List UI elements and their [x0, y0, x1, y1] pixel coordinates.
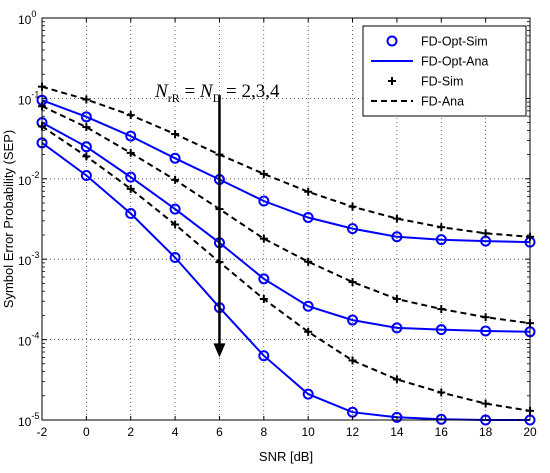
fd-sim-marker [348, 278, 357, 287]
fd-sim-marker [437, 223, 446, 232]
legend-item: FD-Opt-Ana [371, 55, 488, 69]
fd-sim-marker [126, 184, 135, 193]
fd-opt-ana-line [41, 141, 530, 421]
fd-sim-marker [348, 356, 357, 365]
x-tick-label: 4 [172, 425, 179, 439]
fd-opt-sim-marker [80, 169, 92, 181]
fd-sim-marker [392, 294, 401, 303]
y-axis-label: Symbol Error Probability (SEP) [1, 130, 16, 308]
legend-item: FD-Sim [388, 75, 463, 89]
x-tick-label: 16 [435, 425, 449, 439]
x-tick-label: 0 [83, 425, 90, 439]
x-tick-label: 2 [127, 425, 134, 439]
legend-item: FD-Opt-Sim [386, 35, 488, 49]
annotation-label: NrR = ND = 2,3,4 [154, 81, 280, 105]
fd-sim-marker [259, 169, 268, 178]
fd-opt-sim-marker [391, 231, 403, 243]
fd-sim-marker [304, 257, 313, 266]
fd-opt-sim-marker [125, 208, 137, 220]
fd-opt-sim-marker [169, 203, 181, 215]
fd-sim-marker [392, 214, 401, 223]
x-tick-label: 10 [302, 425, 316, 439]
fd-opt-sim-marker [391, 411, 403, 423]
x-tick-label: 18 [479, 425, 493, 439]
fd-opt-sim-marker [302, 300, 314, 312]
fd-sim-marker [481, 399, 490, 408]
fd-sim-marker [171, 130, 180, 139]
y-tick-label: 100 [18, 9, 36, 27]
fd-opt-sim-marker [169, 152, 181, 164]
legend-label: FD-Opt-Ana [421, 55, 488, 69]
fd-opt-sim-marker [258, 350, 270, 362]
fd-opt-ana-line [41, 99, 531, 244]
fd-sim-marker [392, 375, 401, 384]
legend-label: FD-Opt-Sim [421, 35, 488, 49]
y-tick-label: 10-3 [18, 250, 39, 268]
fd-sim-marker [304, 327, 313, 336]
fd-sim-marker [259, 294, 268, 303]
fd-opt-sim-marker [302, 388, 314, 400]
x-tick-label: 20 [523, 425, 537, 439]
y-tick-label: 10-2 [18, 170, 39, 188]
axis-ticks: -2 0 2 4 6 8 10 12 14 16 18 20 10-5 10-4 10-3 10-2 10-1 1… [18, 9, 537, 439]
y-tick-label: 10-4 [18, 331, 39, 349]
fd-opt-sim-marker [125, 171, 137, 183]
legend-item: FD-Ana [371, 95, 464, 109]
plot-frame [41, 17, 531, 421]
fd-opt-sim-marker [302, 212, 314, 224]
legend-circle-icon [386, 35, 398, 47]
fd-sim-marker [126, 148, 135, 157]
annotation: NrR = ND = 2,3,4 [154, 81, 280, 358]
fd-opt-sim-marker [347, 223, 359, 235]
fd-ana-line [41, 125, 531, 412]
annotation-arrow-head [213, 343, 226, 358]
series-markers [36, 82, 536, 426]
fd-sim-marker [481, 229, 490, 238]
fd-opt-sim-marker [169, 251, 181, 263]
fd-opt-sim-marker [80, 111, 92, 123]
fd-opt-sim-marker [480, 325, 492, 337]
y-tick-label: 10-5 [18, 411, 39, 429]
fd-opt-sim-marker [391, 322, 403, 334]
legend: FD-Opt-Sim FD-Opt-Ana FD-Sim FD-Ana [362, 25, 527, 117]
fd-sim-marker [259, 234, 268, 243]
fd-opt-ana-line [41, 121, 531, 333]
fd-opt-sim-marker [435, 324, 447, 336]
fd-sim-marker [82, 152, 91, 161]
fd-opt-sim-marker [258, 273, 270, 285]
legend-box [362, 25, 527, 117]
fd-opt-sim-marker [125, 130, 137, 142]
y-tick-label: 10-1 [18, 89, 39, 107]
x-tick-label: 6 [216, 425, 223, 439]
fd-sim-marker [82, 95, 91, 104]
series-lines [41, 85, 531, 421]
fd-sim-marker [481, 313, 490, 322]
legend-label: FD-Sim [421, 75, 463, 89]
fd-sim-marker [304, 187, 313, 196]
fd-sim-marker [126, 111, 135, 120]
fd-sim-marker [82, 123, 91, 132]
fd-opt-sim-marker [347, 314, 359, 326]
fd-ana-line [41, 105, 531, 325]
fd-sim-marker [171, 220, 180, 229]
x-axis-label: SNR [dB] [259, 449, 313, 464]
fd-opt-sim-marker [435, 234, 447, 246]
x-tick-label: 8 [260, 425, 267, 439]
x-tick-label: 12 [346, 425, 360, 439]
legend-label: FD-Ana [421, 95, 464, 109]
fd-opt-sim-marker [80, 141, 92, 153]
fd-opt-sim-marker [435, 413, 447, 425]
fd-sim-marker [437, 388, 446, 397]
x-tick-label: -2 [37, 425, 48, 439]
fd-sim-marker [437, 305, 446, 314]
x-tick-label: 14 [390, 425, 404, 439]
fd-ana-line [41, 85, 531, 238]
fd-opt-sim-marker [258, 195, 270, 207]
fd-sim-marker [171, 175, 180, 184]
fd-sim-marker [348, 202, 357, 211]
